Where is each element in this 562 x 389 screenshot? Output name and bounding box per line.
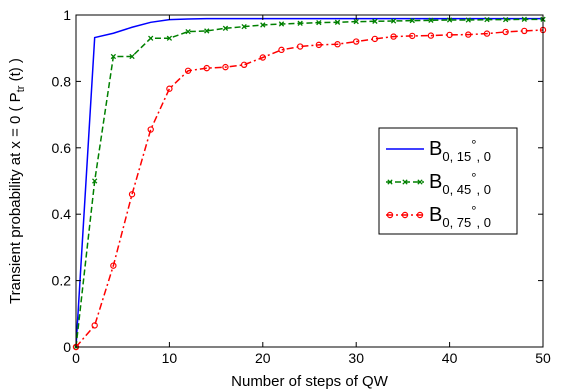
legend-label-tail: , 0 bbox=[476, 149, 490, 164]
legend-label-subscript: 0, 75 bbox=[442, 215, 471, 230]
x-tick-label: 0 bbox=[72, 350, 80, 366]
y-tick-label: 0.8 bbox=[52, 73, 72, 89]
y-tick-label: 0.4 bbox=[52, 206, 72, 222]
data-point bbox=[149, 36, 153, 40]
y-axis-title: Transient probability at x = 0 ( Ptr (t)… bbox=[7, 58, 27, 304]
legend-label-main: B bbox=[429, 171, 442, 193]
legend-label-tail: , 0 bbox=[476, 182, 490, 197]
y-axis-title-main: Transient probability at x = 0 ( P bbox=[7, 92, 24, 304]
y-axis-title-tail: (t) ) bbox=[7, 58, 24, 86]
x-tick-label: 20 bbox=[255, 350, 271, 366]
y-tick-label: 1 bbox=[63, 7, 71, 23]
y-tick-label: 0 bbox=[63, 339, 71, 355]
y-tick-label: 0.6 bbox=[52, 140, 72, 156]
x-tick-label: 30 bbox=[348, 350, 364, 366]
x-tick-label: 40 bbox=[442, 350, 458, 366]
x-tick-label: 50 bbox=[535, 350, 551, 366]
legend-label-subscript: 0, 45 bbox=[442, 182, 471, 197]
legend-label-subscript: 0, 15 bbox=[442, 149, 471, 164]
legend-label-main: B bbox=[429, 138, 442, 160]
legend: B0, 15°, 0B0, 45°, 0B0, 75°, 0 bbox=[379, 128, 517, 234]
legend-label-main: B bbox=[429, 204, 442, 226]
y-tick-label: 0.2 bbox=[52, 273, 72, 289]
x-axis-title: Number of steps of QW bbox=[231, 373, 389, 389]
legend-label-tail: , 0 bbox=[476, 215, 490, 230]
data-point bbox=[167, 86, 172, 91]
x-tick-label: 10 bbox=[162, 350, 178, 366]
